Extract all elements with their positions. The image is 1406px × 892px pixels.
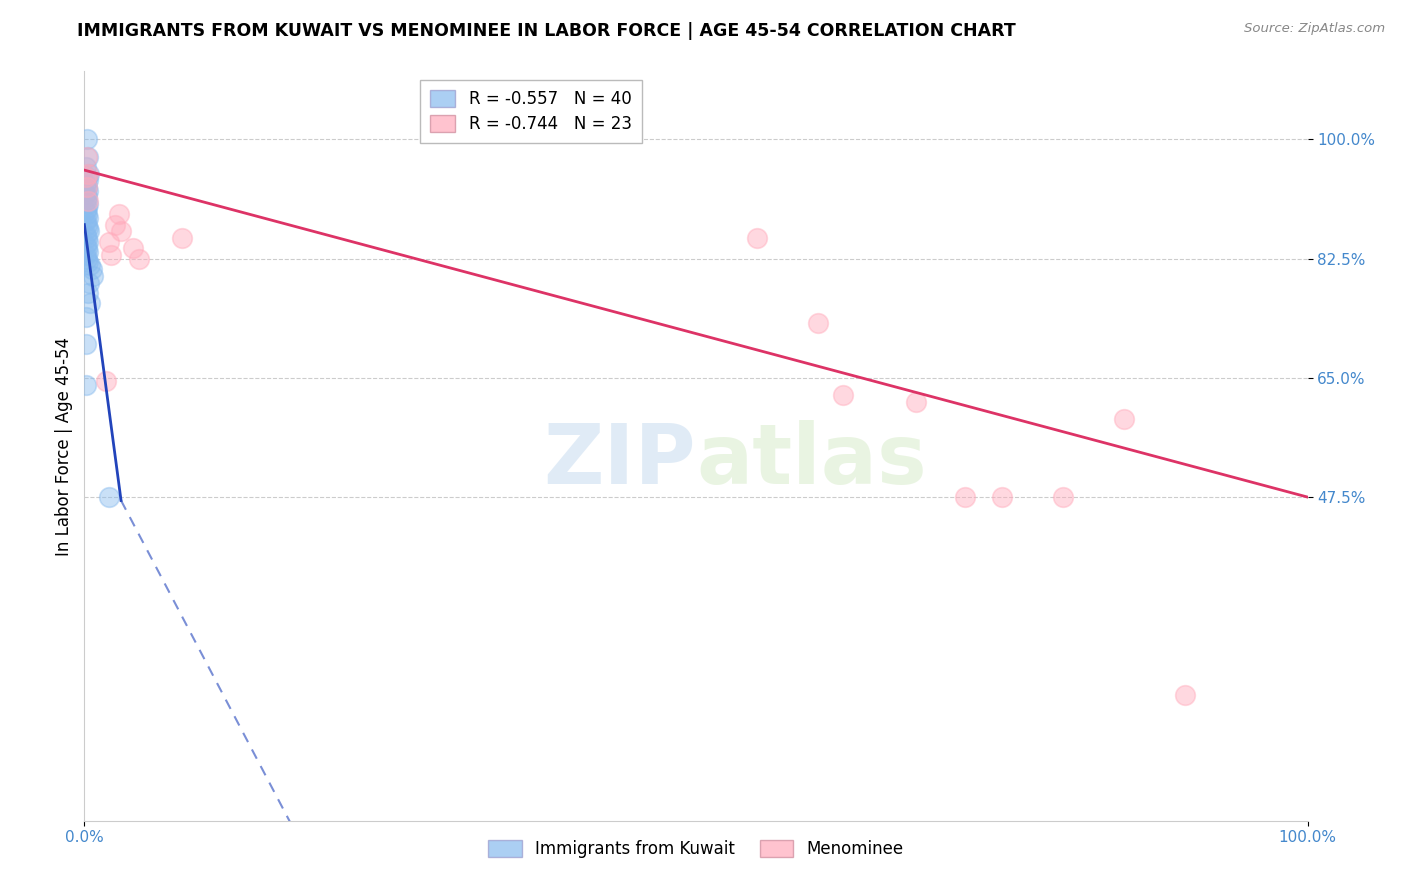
Point (76, 169, 98, 184)
Point (77, 235, 100, 249)
Point (75, 248, 97, 262)
Point (77, 167, 100, 181)
Legend: Immigrants from Kuwait, Menominee: Immigrants from Kuwait, Menominee (482, 833, 910, 864)
Point (76, 180, 98, 194)
Point (75, 186, 97, 201)
Text: Source: ZipAtlas.com: Source: ZipAtlas.com (1244, 22, 1385, 36)
Point (107, 207, 129, 221)
Point (1174, 688, 1197, 702)
Y-axis label: In Labor Force | Age 45-54: In Labor Force | Age 45-54 (55, 336, 73, 556)
Point (1114, 411, 1136, 425)
Text: ZIP: ZIP (544, 420, 696, 501)
Point (77, 194, 100, 208)
Point (75, 310, 97, 324)
Point (79, 296, 101, 310)
Point (75, 214, 97, 228)
Point (96, 374, 118, 388)
Point (75, 377, 97, 392)
Point (79, 259, 101, 273)
Point (75, 160, 97, 174)
Point (75, 177, 97, 191)
Point (76, 231, 98, 245)
Point (100, 248, 122, 262)
Point (76, 218, 98, 232)
Point (77, 221, 100, 235)
Point (75, 238, 97, 252)
Point (77, 167, 100, 181)
Point (77, 285, 100, 300)
Point (76, 252, 98, 266)
Point (75, 169, 97, 184)
Point (76, 190, 98, 204)
Point (76, 149, 98, 163)
Point (76, 132, 98, 146)
Text: IMMIGRANTS FROM KUWAIT VS MENOMINEE IN LABOR FORCE | AGE 45-54 CORRELATION CHART: IMMIGRANTS FROM KUWAIT VS MENOMINEE IN L… (77, 22, 1017, 40)
Point (75, 227, 97, 242)
Point (831, 388, 853, 402)
Point (747, 231, 769, 245)
Point (76, 180, 98, 194)
Point (77, 276, 100, 290)
Point (77, 211, 100, 225)
Text: atlas: atlas (696, 420, 927, 501)
Point (77, 184, 100, 198)
Point (128, 252, 150, 266)
Point (82, 268, 104, 283)
Point (807, 317, 830, 331)
Point (77, 149, 100, 163)
Point (77, 224, 100, 238)
Point (75, 204, 97, 219)
Point (80, 261, 103, 276)
Point (991, 490, 1014, 504)
Point (77, 173, 100, 187)
Point (76, 207, 98, 221)
Point (905, 394, 928, 409)
Point (122, 242, 145, 256)
Point (953, 490, 976, 504)
Point (104, 218, 127, 232)
Point (77, 255, 100, 269)
Point (77, 244, 100, 259)
Point (77, 197, 100, 211)
Point (75, 194, 97, 208)
Point (172, 231, 194, 245)
Point (97, 490, 120, 504)
Point (97, 235, 120, 249)
Point (76, 242, 98, 256)
Point (76, 201, 98, 215)
Point (1052, 490, 1074, 504)
Point (75, 336, 97, 351)
Point (110, 224, 132, 238)
